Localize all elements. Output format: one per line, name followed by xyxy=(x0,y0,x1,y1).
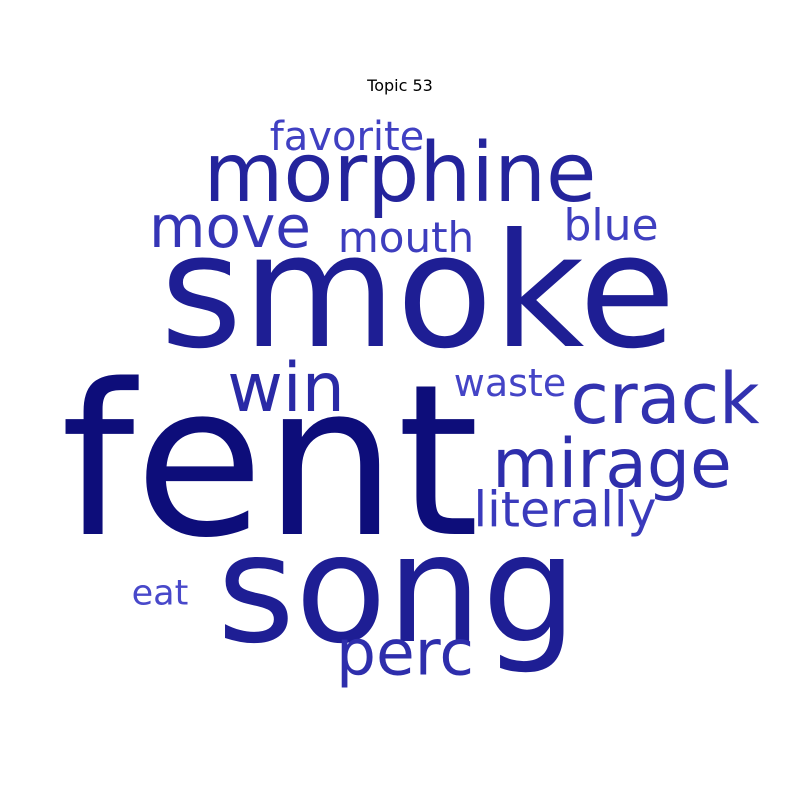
word-smoke: smoke xyxy=(160,200,676,384)
word-morphine: morphine xyxy=(203,126,597,221)
word-mirage: mirage xyxy=(492,425,732,504)
word-waste: waste xyxy=(453,361,567,405)
word-song: song xyxy=(216,503,578,677)
word-blue: blue xyxy=(563,200,659,251)
word-fent: fent xyxy=(60,339,480,584)
word-move: move xyxy=(149,193,311,261)
word-crack: crack xyxy=(570,358,760,440)
word-literally: literally xyxy=(473,481,657,539)
word-win: win xyxy=(227,349,345,428)
word-eat: eat xyxy=(131,573,189,614)
word-favorite: favorite xyxy=(269,114,425,160)
word-mouth: mouth xyxy=(337,213,475,262)
word-perc: perc xyxy=(336,616,474,690)
chart-title: Topic 53 xyxy=(367,76,433,95)
